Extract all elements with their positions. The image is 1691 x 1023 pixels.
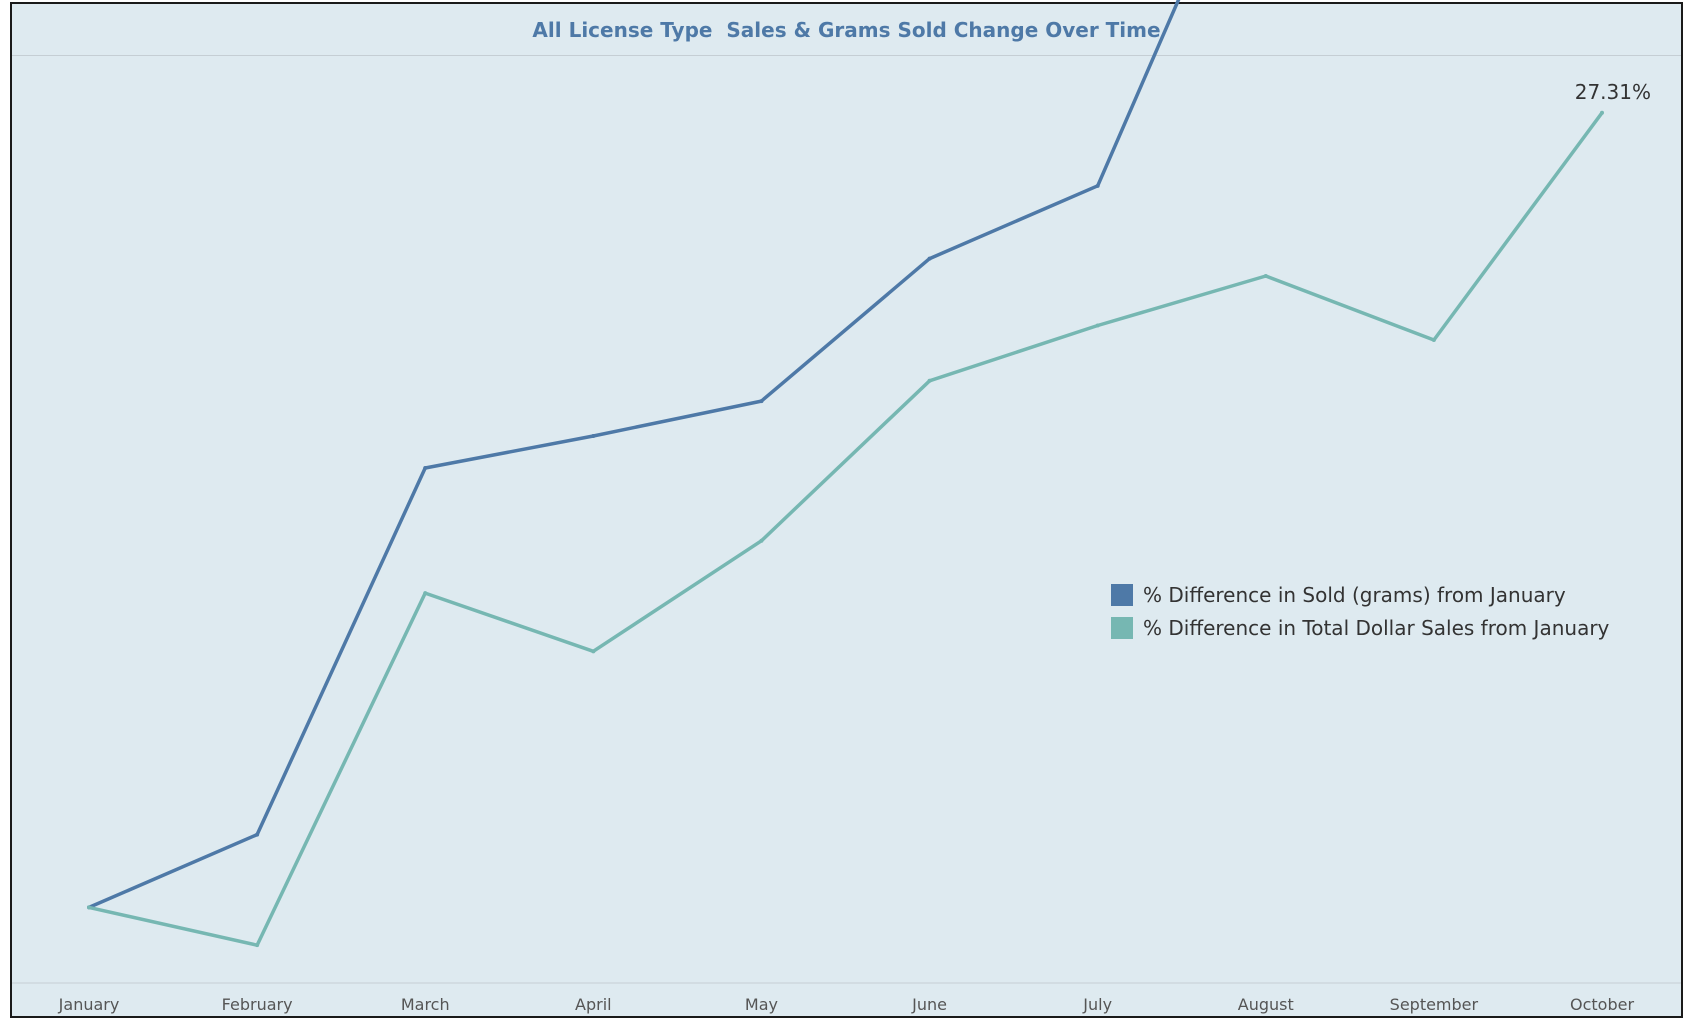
series-line-dollars[interactable] <box>88 111 1604 947</box>
series-line-grams[interactable] <box>88 0 1602 910</box>
point-dollars-september[interactable] <box>1431 338 1436 343</box>
x-tick-label-october: October <box>1570 995 1634 1014</box>
point-dollars-march[interactable] <box>423 591 428 596</box>
legend-swatch-grams <box>1111 583 1133 606</box>
x-tick-label-april: April <box>575 995 612 1014</box>
point-grams-july[interactable] <box>1095 183 1100 188</box>
legend-label-grams: % Difference in Sold (grams) from Januar… <box>1143 582 1566 607</box>
legend-swatch-dollars <box>1111 616 1133 639</box>
point-dollars-may[interactable] <box>759 538 764 543</box>
chart-title: All License Type Sales & Grams Sold Chan… <box>12 4 1681 56</box>
x-tick-label-february: February <box>222 995 293 1014</box>
x-tick-label-july: July <box>1082 995 1112 1014</box>
legend-item-dollars[interactable]: % Difference in Total Dollar Sales from … <box>1111 611 1609 644</box>
point-grams-may[interactable] <box>759 399 764 404</box>
point-dollars-february[interactable] <box>255 943 260 948</box>
x-tick-label-may: May <box>745 995 778 1014</box>
point-dollars-july[interactable] <box>1095 323 1100 328</box>
chart-frame: All License Type Sales & Grams Sold Chan… <box>10 2 1683 1018</box>
point-grams-april[interactable] <box>591 434 596 439</box>
x-tick-label-march: March <box>401 995 450 1014</box>
x-tick-label-january: January <box>58 995 120 1014</box>
point-dollars-april[interactable] <box>591 649 596 654</box>
point-grams-march[interactable] <box>423 466 428 471</box>
point-grams-june[interactable] <box>927 256 932 261</box>
point-dollars-october[interactable] <box>1600 110 1604 115</box>
end-label-dollars: 27.31% <box>1575 80 1651 104</box>
legend-label-dollars: % Difference in Total Dollar Sales from … <box>1143 615 1610 640</box>
point-dollars-june[interactable] <box>927 378 932 383</box>
x-tick-label-june: June <box>911 995 947 1014</box>
legend: % Difference in Sold (grams) from Januar… <box>1111 578 1609 644</box>
x-tick-label-august: August <box>1238 995 1294 1014</box>
x-tick-label-september: September <box>1390 995 1479 1014</box>
point-dollars-january[interactable] <box>87 905 91 910</box>
point-dollars-august[interactable] <box>1263 274 1268 279</box>
point-grams-february[interactable] <box>255 832 260 837</box>
legend-item-grams[interactable]: % Difference in Sold (grams) from Januar… <box>1111 578 1609 611</box>
